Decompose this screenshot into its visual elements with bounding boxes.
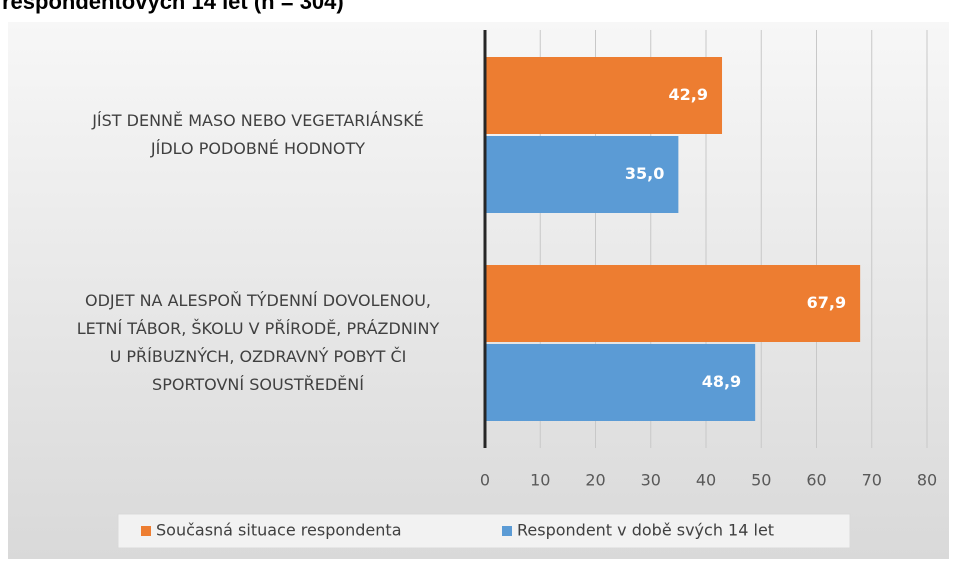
bar [485, 136, 679, 213]
data-label: 67,9 [807, 293, 846, 312]
legend-label: Respondent v době svých 14 let [517, 521, 774, 540]
x-tick-label: 50 [751, 471, 771, 490]
x-tick-label: 40 [696, 471, 716, 490]
legend-swatch [141, 526, 151, 536]
x-tick-label: 70 [862, 471, 882, 490]
x-tick-label: 10 [530, 471, 550, 490]
bar [485, 57, 723, 134]
chart-title: respondentových 14 let (n = 304) [2, 0, 344, 14]
bar [485, 344, 756, 421]
data-label: 35,0 [625, 164, 664, 183]
x-tick-label: 30 [641, 471, 661, 490]
x-tick-label: 20 [585, 471, 605, 490]
x-tick-label: 0 [480, 471, 490, 490]
y-tick-label: JÍST DENNĚ MASO NEBO VEGETARIÁNSKÉ JÍDLO … [91, 111, 424, 158]
data-label: 48,9 [702, 372, 741, 391]
legend-label: Současná situace respondenta [156, 521, 402, 540]
x-tick-label: 60 [806, 471, 826, 490]
x-tick-label: 80 [917, 471, 937, 490]
legend-swatch [502, 526, 512, 536]
legend-box [117, 513, 851, 549]
y-tick-label: ODJET NA ALESPOŇ TÝDENNÍ DOVOLENOU, LETNÍ… [77, 291, 440, 394]
data-label: 42,9 [669, 85, 708, 104]
title-strip [0, 0, 957, 22]
bar [485, 265, 861, 342]
